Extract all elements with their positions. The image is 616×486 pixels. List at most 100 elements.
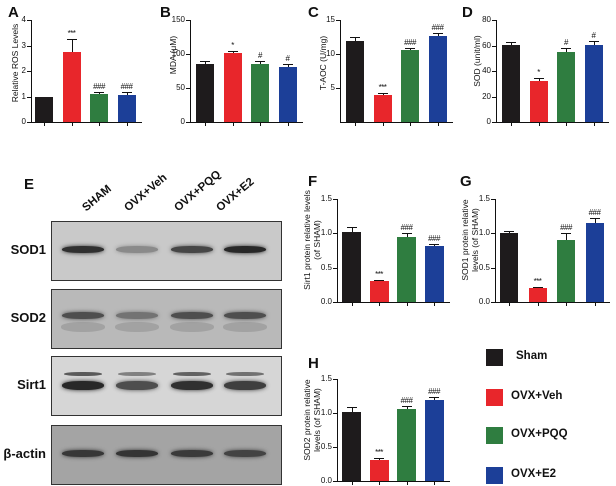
protein-band <box>171 246 213 253</box>
blot-row-label: SOD2 <box>10 310 46 325</box>
error-cap <box>401 233 412 235</box>
error-cap <box>374 280 384 282</box>
y-tick <box>492 20 496 21</box>
bar-ovx-veh <box>369 459 389 481</box>
y-tick <box>336 88 340 89</box>
protein-band <box>116 312 158 319</box>
y-tick-label: 1 <box>21 91 26 101</box>
error-cap <box>533 78 544 79</box>
y-tick-label: 0.0 <box>320 476 332 485</box>
error-bar <box>71 39 73 52</box>
protein-band <box>62 450 104 457</box>
blot-row-label: SOD1 <box>10 242 46 257</box>
error-cap <box>405 47 415 49</box>
x-tick <box>379 303 380 306</box>
panel-label-g: G <box>460 173 472 190</box>
bar-sham <box>342 411 361 481</box>
bar-sham <box>35 96 53 122</box>
y-tick-label: 5 <box>330 83 335 92</box>
significance-marker: ### <box>400 395 413 405</box>
x-tick <box>537 303 539 306</box>
y-tick-label: 2 <box>21 66 26 75</box>
x-axis <box>190 122 303 123</box>
error-bar <box>205 60 206 65</box>
error-bar <box>594 218 596 224</box>
panel-label-e: E <box>24 176 35 193</box>
error-bar <box>410 47 411 50</box>
legend-swatch-ovx-veh <box>486 389 503 406</box>
y-tick <box>27 45 31 47</box>
error-cap <box>66 39 77 41</box>
y-tick <box>336 54 340 55</box>
x-tick <box>99 123 100 126</box>
bar-ovx-e2 <box>584 44 603 122</box>
y-tick <box>333 413 337 414</box>
significance-marker: *** <box>375 447 383 457</box>
x-axis <box>31 122 142 123</box>
bar-ovx-e2 <box>278 66 297 122</box>
y-tick-label: 0.5 <box>320 262 332 272</box>
y-tick-label: 60 <box>482 40 491 50</box>
x-axis <box>340 122 453 123</box>
y-tick-label: 0.0 <box>320 297 332 306</box>
lane-label: OVX+E2 <box>214 175 257 214</box>
y-tick <box>492 122 496 123</box>
x-tick <box>406 303 408 306</box>
bar-ovx-pqq <box>557 240 575 302</box>
x-tick <box>382 123 384 126</box>
protein-band-lower <box>223 322 267 332</box>
bar-sham <box>500 233 518 302</box>
x-axis <box>496 122 609 123</box>
y-tick-label: 1.0 <box>320 408 332 417</box>
y-tick <box>491 233 495 235</box>
y-tick <box>186 20 190 21</box>
bar-ovx-e2 <box>428 36 447 122</box>
legend-label: OVX+Veh <box>511 390 563 402</box>
legend-swatch-ovx-pqq <box>486 427 503 444</box>
error-cap <box>589 218 600 220</box>
error-bar <box>126 92 128 95</box>
y-tick <box>27 122 31 123</box>
x-tick <box>379 482 380 485</box>
y-tick-label: 4 <box>21 15 26 24</box>
panel-label-f: F <box>308 173 318 190</box>
y-tick <box>27 71 31 72</box>
x-tick <box>410 123 411 126</box>
y-axis <box>337 379 338 481</box>
x-tick <box>538 123 540 126</box>
x-tick <box>593 123 595 126</box>
protein-band <box>224 246 266 253</box>
y-tick <box>492 96 496 98</box>
error-cap <box>255 61 265 63</box>
x-tick <box>355 123 356 126</box>
panel-label-a: A <box>8 4 19 21</box>
protein-band <box>224 381 266 390</box>
error-cap <box>282 64 293 66</box>
error-cap <box>401 405 412 407</box>
y-tick <box>333 199 337 200</box>
y-tick <box>333 233 337 235</box>
error-bar <box>593 41 595 45</box>
x-tick <box>71 123 73 126</box>
y-tick <box>27 20 31 21</box>
x-tick <box>126 123 128 126</box>
lane-label: SHAM <box>80 183 114 214</box>
y-axis <box>495 199 496 302</box>
protein-band-upper <box>118 372 156 376</box>
bar-ovx-veh <box>369 281 389 302</box>
y-axis <box>31 20 32 122</box>
x-tick <box>594 303 596 306</box>
x-tick <box>205 123 206 126</box>
y-tick-label: 1.5 <box>320 194 332 203</box>
y-tick-label: 0 <box>486 117 491 126</box>
y-tick <box>333 379 337 380</box>
y-tick <box>186 122 190 123</box>
blot-row-label: β-actin <box>3 446 46 461</box>
protein-band-lower <box>115 322 159 332</box>
panel-label-c: C <box>308 4 319 21</box>
significance-marker: * <box>231 40 234 50</box>
error-bar <box>434 244 435 247</box>
protein-band <box>62 246 104 253</box>
legend-label: OVX+PQQ <box>511 428 568 440</box>
protein-band <box>62 381 104 390</box>
